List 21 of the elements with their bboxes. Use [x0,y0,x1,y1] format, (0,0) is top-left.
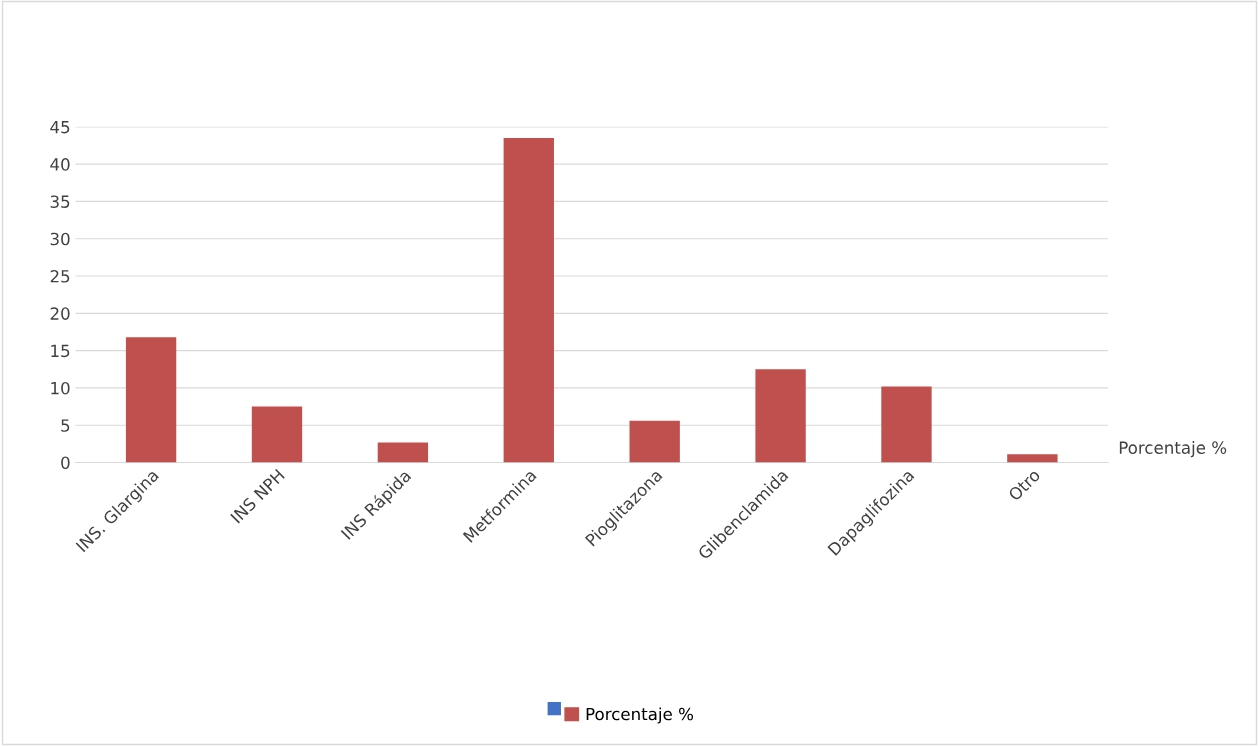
y-tick-label: 25 [50,269,70,283]
text: Porcentaje % [1119,441,1227,458]
bar [755,369,806,463]
bar [629,420,680,463]
bar [125,337,177,463]
x-tick-label: Otro [1007,468,1041,502]
y-tick-label: 20 [50,307,70,320]
y-tick-label: 45 [50,121,70,134]
y-tick-label: 35 [50,195,70,208]
bar [1007,454,1058,463]
bar [251,406,303,463]
legend-label: Porcentaje % [586,707,694,724]
y-tick-label: 30 [50,232,70,246]
bar [377,442,429,463]
y-tick-label: 5 [61,419,70,432]
y-tick-label: 15 [51,344,70,358]
y-tick-label: 0 [61,456,70,470]
bar [881,386,932,463]
bar [503,138,554,463]
y-tick-label: 10 [51,381,70,395]
y-tick-label: 40 [50,158,70,171]
